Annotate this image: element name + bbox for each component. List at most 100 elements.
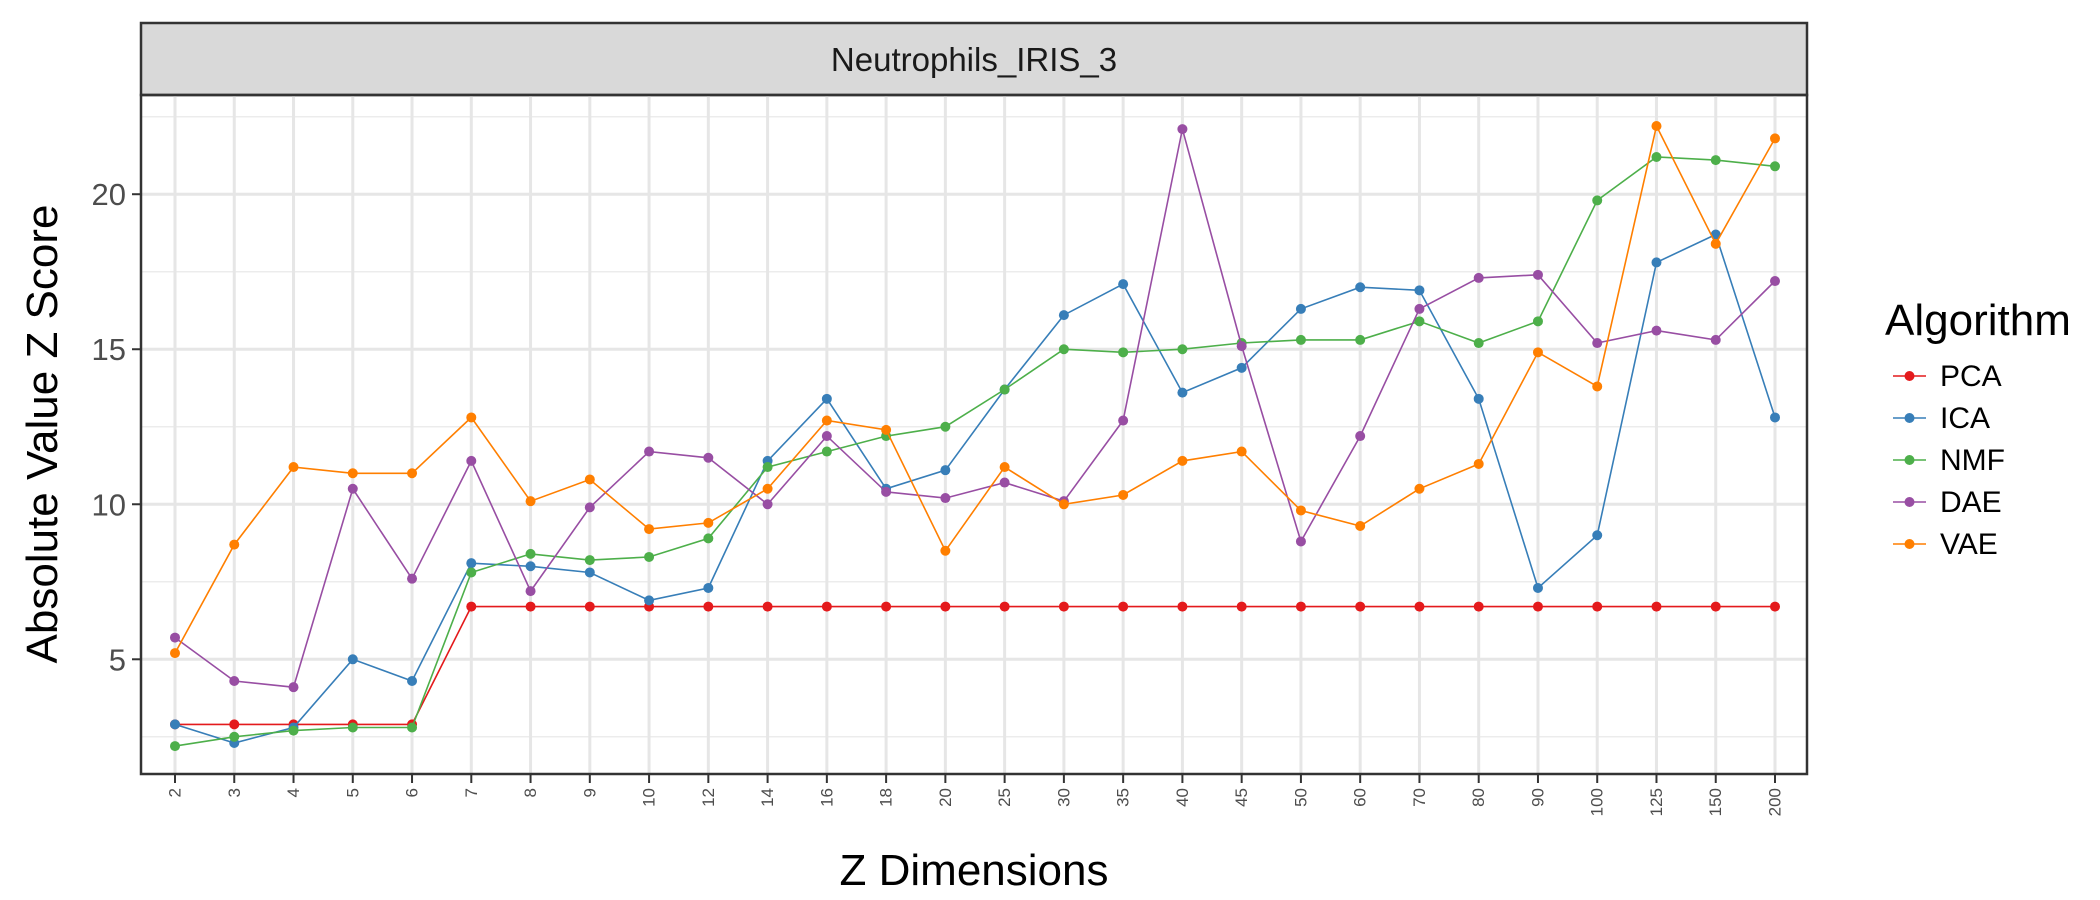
legend-key-point xyxy=(1904,497,1915,507)
grid-minor xyxy=(141,115,1807,738)
data-point-pca xyxy=(881,601,892,612)
facet-strip xyxy=(139,21,1809,97)
data-point-ica xyxy=(1592,530,1603,541)
data-point-dae xyxy=(1710,334,1721,345)
data-point-nmf xyxy=(229,731,240,742)
data-point-dae xyxy=(1592,338,1603,349)
data-point-dae xyxy=(1532,269,1543,280)
x-axis: 2 3 4 5 6 7 8 9 10 12 14 16 18 20 25 30 35 40 45 50 60 70 80 90… xyxy=(166,774,1785,816)
series-nmf xyxy=(170,152,1780,752)
legend-label: VAE xyxy=(1940,528,1998,561)
data-point-ica xyxy=(1532,582,1543,593)
data-point-vae xyxy=(466,412,477,423)
x-tick-label: 8 xyxy=(521,788,540,797)
data-point-dae xyxy=(170,632,180,643)
x-tick-label: 35 xyxy=(1114,788,1133,807)
data-point-dae xyxy=(288,682,299,693)
data-point-pca xyxy=(821,601,832,612)
legend-title: Algorithm xyxy=(1885,296,2071,345)
data-point-ica xyxy=(1295,303,1306,314)
x-tick-label: 100 xyxy=(1588,788,1607,816)
legend-key-point xyxy=(1904,539,1915,549)
data-point-pca xyxy=(584,601,595,612)
x-tick-label: 90 xyxy=(1528,788,1547,807)
y-tick-label: 10 xyxy=(92,487,126,522)
data-point-vae xyxy=(1118,489,1129,500)
data-point-dae xyxy=(821,431,832,442)
x-tick-label: 6 xyxy=(403,788,422,797)
grid-major xyxy=(141,95,1807,774)
x-tick-label: 4 xyxy=(284,788,303,797)
data-point-pca xyxy=(1058,601,1069,612)
legend: Algorithm PCA ICA NMF DAE VAE xyxy=(1885,296,2071,561)
data-point-ica xyxy=(644,595,655,606)
x-tick-label: 150 xyxy=(1706,788,1725,816)
data-point-dae xyxy=(762,499,773,510)
x-tick-label: 7 xyxy=(462,788,481,797)
data-point-dae xyxy=(229,675,240,686)
data-point-ica xyxy=(347,654,358,665)
data-point-nmf xyxy=(1177,344,1188,355)
legend-item-ica: ICA xyxy=(1893,402,1990,435)
data-point-nmf xyxy=(821,446,832,457)
y-axis: 5 10 15 20 xyxy=(92,177,141,677)
data-point-nmf xyxy=(940,421,951,432)
data-point-ica xyxy=(1414,285,1425,296)
series-layer xyxy=(170,121,1780,752)
data-point-dae xyxy=(999,477,1010,488)
series-line-nmf xyxy=(174,156,1776,747)
data-point-nmf xyxy=(1651,152,1662,163)
y-axis-title: Absolute Value Z Score xyxy=(18,205,67,664)
data-point-vae xyxy=(288,462,299,473)
data-point-vae xyxy=(703,517,714,528)
data-point-ica xyxy=(821,393,832,404)
data-point-vae xyxy=(584,474,595,485)
data-point-pca xyxy=(525,601,536,612)
legend-item-vae: VAE xyxy=(1893,528,1998,561)
data-point-pca xyxy=(762,601,773,612)
data-point-ica xyxy=(1118,279,1129,290)
data-point-ica xyxy=(1355,282,1366,293)
data-point-ica xyxy=(170,719,180,730)
data-point-pca xyxy=(703,601,714,612)
data-point-pca xyxy=(940,601,951,612)
data-point-nmf xyxy=(347,722,358,733)
data-point-pca xyxy=(1710,601,1721,612)
data-point-nmf xyxy=(584,555,595,566)
x-tick-label: 80 xyxy=(1469,788,1488,807)
data-point-pca xyxy=(229,719,240,730)
data-point-vae xyxy=(762,483,773,494)
data-point-vae xyxy=(940,545,951,556)
facet-strip-label: Neutrophils_IRIS_3 xyxy=(831,41,1117,78)
data-point-nmf xyxy=(762,462,773,473)
data-point-vae xyxy=(999,462,1010,473)
x-tick-label: 200 xyxy=(1766,788,1785,816)
x-tick-label: 10 xyxy=(640,788,659,807)
data-point-nmf xyxy=(1473,338,1484,349)
data-point-dae xyxy=(1177,124,1188,135)
data-point-pca xyxy=(1355,601,1366,612)
data-point-vae xyxy=(1710,238,1721,249)
x-tick-label: 125 xyxy=(1647,788,1666,816)
legend-item-dae: DAE xyxy=(1893,486,2002,519)
data-point-ica xyxy=(466,558,477,569)
series-vae xyxy=(170,121,1780,659)
data-point-dae xyxy=(1473,272,1484,283)
data-point-nmf xyxy=(1295,334,1306,345)
x-tick-label: 45 xyxy=(1232,788,1251,807)
data-point-vae xyxy=(1355,520,1366,531)
data-point-nmf xyxy=(1058,344,1069,355)
data-point-ica xyxy=(1177,387,1188,398)
series-line-ica xyxy=(174,233,1776,744)
series-dae xyxy=(170,124,1780,693)
x-tick-label: 25 xyxy=(995,788,1014,807)
data-point-nmf xyxy=(1414,316,1425,327)
data-point-nmf xyxy=(288,725,299,736)
x-tick-label: 30 xyxy=(1054,788,1073,807)
x-tick-label: 12 xyxy=(699,788,718,807)
series-line-vae xyxy=(174,123,1776,654)
x-tick-label: 40 xyxy=(1173,788,1192,807)
data-point-ica xyxy=(1236,362,1247,373)
data-point-pca xyxy=(1236,601,1247,612)
